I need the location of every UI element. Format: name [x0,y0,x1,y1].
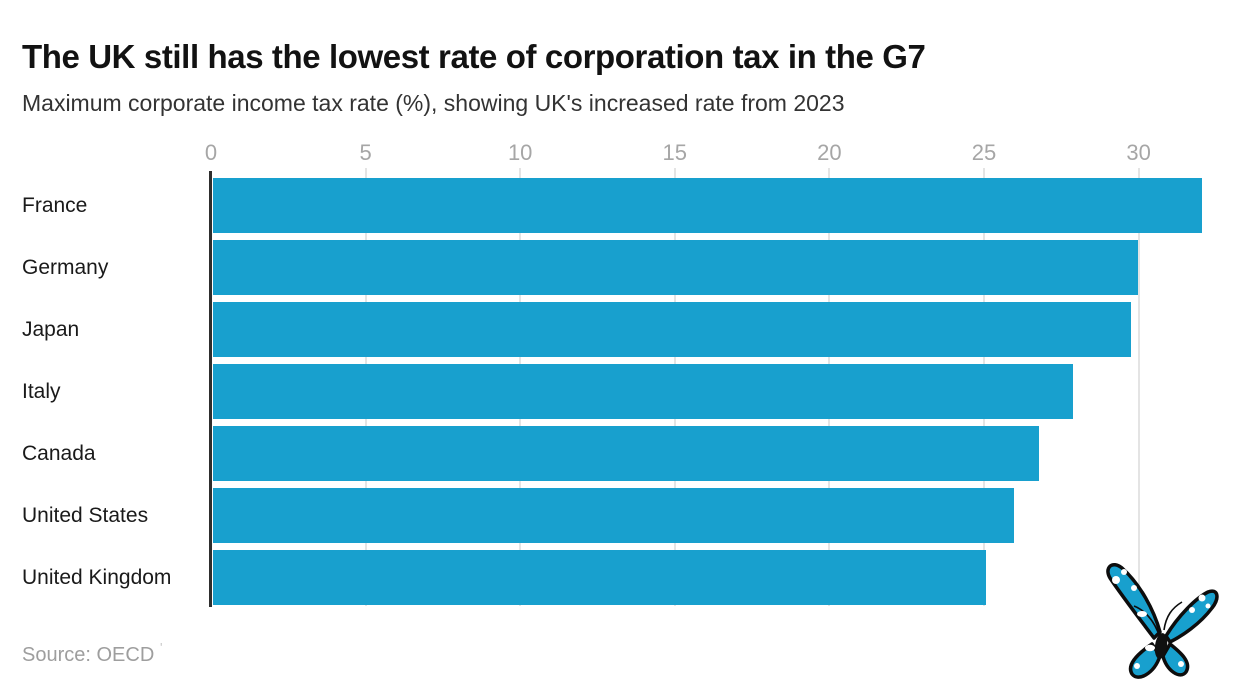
x-tick-label-15: 15 [662,140,688,165]
x-tick-label-20: 20 [817,140,842,165]
x-tick-label-25: 25 [971,140,997,165]
category-label-united-kingdom: United Kingdom [22,565,172,589]
bar-italy[interactable] [213,364,1073,419]
category-label-japan: Japan [22,317,80,341]
chart-title: The UK still has the lowest rate of corp… [22,38,926,76]
bar-united-states[interactable] [213,488,1014,543]
footer-mark: ' [160,640,163,655]
category-label-france: France [22,193,88,217]
bar-japan[interactable] [213,302,1132,357]
x-tick-label-5: 5 [359,140,372,165]
bar-germany[interactable] [213,240,1138,295]
source-text: Source: OECD [22,644,155,666]
x-tick-label-0: 0 [204,140,218,165]
x-tick-label-30: 30 [1126,140,1151,165]
bar-united-kingdom[interactable] [213,550,986,605]
x-tick-label-10: 10 [507,140,533,165]
bar-france[interactable] [213,178,1203,233]
category-label-canada: Canada [22,441,96,465]
chart-subtitle: Maximum corporate income tax rate (%), s… [22,90,845,116]
bar-canada[interactable] [213,426,1039,481]
butterfly-logo[interactable] [1100,552,1222,688]
category-label-italy: Italy [22,379,61,403]
y-axis-line [209,171,212,607]
gridline-30 [1137,168,1140,606]
category-label-united-states: United States [22,503,149,527]
category-label-germany: Germany [22,255,109,279]
